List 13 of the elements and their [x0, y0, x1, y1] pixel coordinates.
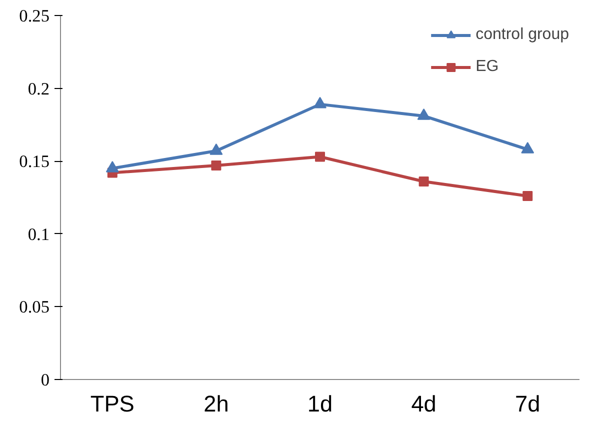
x-tick-label: 1d: [307, 390, 333, 416]
y-tick-label: 0.15: [19, 152, 50, 172]
x-tick-label: 4d: [411, 390, 436, 416]
y-tick-label: 0.1: [28, 224, 50, 244]
x-tick-label: TPS: [90, 390, 134, 416]
legend-label: EG: [476, 58, 499, 76]
x-tick-label: 7d: [515, 390, 540, 416]
x-tick-label: 2h: [204, 390, 229, 416]
legend-label: control group: [476, 26, 569, 44]
y-tick-label: 0: [40, 370, 50, 390]
y-tick-label: 0.05: [19, 298, 50, 317]
y-tick-label: 0.25: [19, 6, 50, 26]
y-tick-label: 0.2: [28, 79, 50, 98]
